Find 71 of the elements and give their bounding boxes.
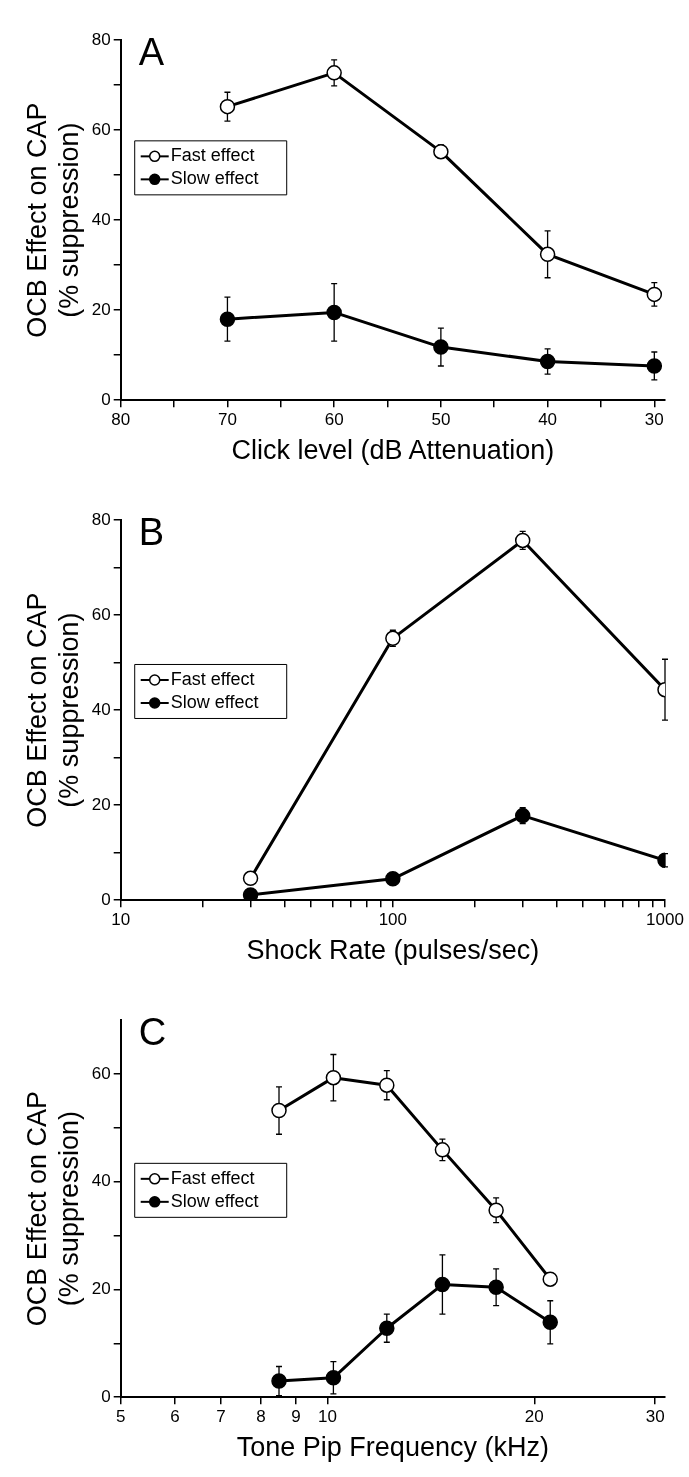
y-tick-label: 60 [91,604,111,624]
y-tick-label: 60 [91,1063,111,1083]
x-axis-title: Shock Rate (pulses/sec) [246,935,540,966]
point [514,807,531,824]
legend-label: Slow effect [170,691,259,712]
y-tick-label: 40 [91,1171,111,1191]
point [433,339,449,355]
point [646,286,663,303]
point [646,358,663,374]
y-tick-label: 20 [91,1279,111,1299]
y-tick-label: 0 [101,389,111,409]
legend-label: Fast effect [170,1167,255,1188]
x-axis-title: Click level (dB Attenuation) [231,435,555,466]
x-tick-label: 9 [291,1407,301,1427]
x-tick-label: 10 [111,910,131,930]
point [379,1077,395,1093]
x-tick-label: 30 [644,410,664,430]
point [219,98,236,115]
x-tick-label: 40 [538,410,558,430]
chart-title: A [138,31,165,74]
point [271,1102,287,1119]
point [325,1069,342,1086]
x-tick-label: 5 [115,1407,126,1427]
point [488,1202,504,1218]
y-tick-label: 60 [91,119,111,139]
point [242,870,259,887]
point [219,311,236,327]
point [539,246,556,263]
x-tick-label: 6 [170,1407,180,1427]
point [325,1370,342,1386]
y-tick-label: 80 [91,29,111,49]
legend-label: Slow effect [170,168,259,189]
y-tick-label: 80 [91,509,111,529]
point [542,1314,558,1331]
x-tick-label: 10 [318,1407,337,1427]
chart-title: B [138,511,165,554]
legend-label: Fast effect [170,145,255,166]
x-tick-label: 1000 [646,910,684,930]
legend-label: Slow effect [170,1190,259,1211]
x-axis-title: Tone Pip Frequency (kHz) [236,1432,549,1463]
x-tick-label: 8 [256,1407,266,1427]
chart-title: C [138,1011,167,1054]
point [542,1271,558,1287]
point [433,143,449,160]
y-tick-label: 20 [91,299,111,319]
y-tick-label: 40 [91,699,111,719]
y-tick-label: 40 [91,209,111,229]
x-tick-label: 20 [524,1407,544,1427]
y-tick-label: 0 [101,889,111,909]
point [379,1320,395,1336]
x-tick-label: 70 [217,410,237,430]
y-tick-label: 20 [91,794,111,814]
point [326,304,342,321]
point [326,65,342,81]
x-tick-label: 7 [216,1407,226,1427]
legend-label: Fast effect [170,668,255,689]
x-tick-label: 60 [324,410,344,430]
y-axis-title: OCB Effect on CAP (% suppression) [21,592,85,828]
point [434,1142,451,1158]
point [271,1373,287,1389]
x-tick-label: 100 [378,910,408,930]
point [242,887,259,901]
x-tick-label: 50 [431,410,451,430]
y-axis-title: OCB Effect on CAP (% suppression) [21,102,85,338]
point [488,1279,504,1296]
y-tick-label: 0 [101,1386,111,1406]
point [514,532,531,549]
y-axis-title: OCB Effect on CAP (% suppression) [21,1091,85,1327]
point [539,353,556,370]
point [434,1276,451,1293]
x-tick-label: 30 [645,1407,665,1427]
